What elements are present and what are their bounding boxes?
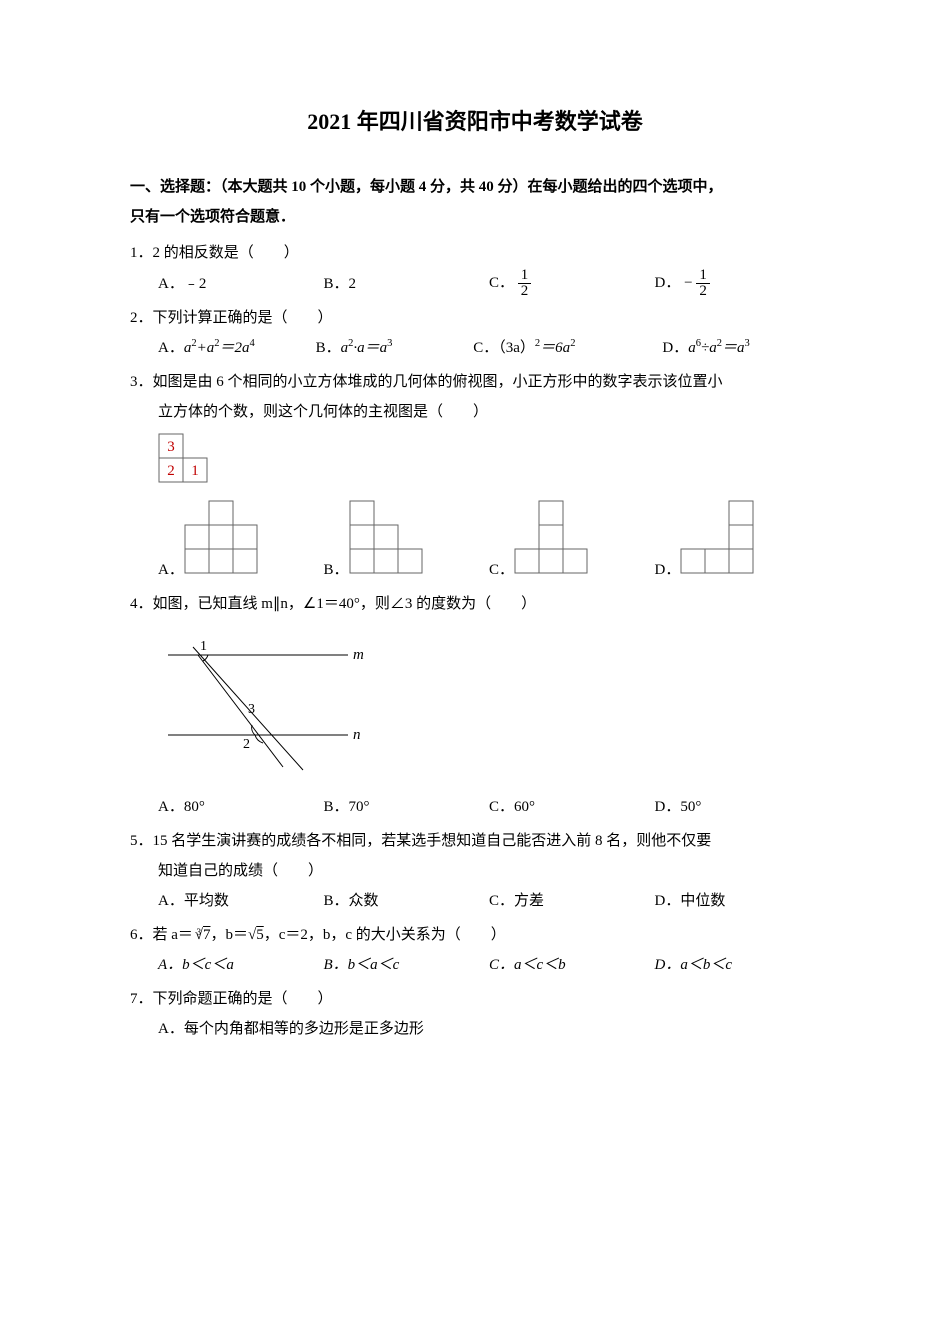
q3-opt-d-svg (680, 500, 754, 585)
q1-text: 1．2 的相反数是（ ） (130, 238, 820, 268)
q6-options: A．b＜c＜a B．b＜a＜c C．a＜c＜b D．a＜b＜c (130, 950, 820, 980)
q3-top-diagram: 3 2 1 (130, 433, 820, 494)
q4-label-3: 3 (248, 702, 255, 717)
q1-option-a: A．﹣2 (158, 269, 324, 299)
question-5: 5．15 名学生演讲赛的成绩各不相同，若某选手想知道自己能否进入前 8 名，则他… (130, 826, 820, 916)
q3-cell-b: 2 (167, 463, 175, 479)
q4-text: 4．如图，已知直线 m∥n，∠1＝40°，则∠3 的度数为（ ） (130, 589, 820, 619)
q7-text: 7．下列命题正确的是（ ） (130, 984, 820, 1014)
q6-option-b: B．b＜a＜c (324, 950, 490, 980)
q6-option-d: D．a＜b＜c (655, 950, 821, 980)
q4-svg: 1 3 2 m n (158, 625, 378, 775)
q3-option-b: B． (324, 500, 490, 585)
page-title: 2021 年四川省资阳市中考数学试卷 (130, 100, 820, 144)
q3-options: A． B． C． D． (130, 500, 820, 585)
q1-c-den: 2 (518, 284, 532, 299)
section-1-header-line2: 只有一个选项符合题意． (130, 209, 295, 225)
q4-option-d: D．50° (655, 792, 821, 822)
q3-opt-a-svg (184, 500, 258, 585)
q3-top-svg: 3 2 1 (158, 433, 218, 483)
q2-option-d: D．a6÷a2＝a3 (662, 333, 820, 363)
q3-cell-c: 1 (191, 463, 199, 479)
q1-d-prefix: D． (655, 275, 681, 291)
q4-label-2: 2 (243, 737, 250, 752)
q6-option-a: A．b＜c＜a (158, 950, 324, 980)
q1-c-num: 1 (518, 268, 532, 284)
question-6: 6．若 a＝3√7，b＝√5，c＝2，b，c 的大小关系为（ ） A．b＜c＜a… (130, 920, 820, 980)
q1-d-num: 1 (696, 268, 710, 284)
q2-options: A．a2+a2＝2a4 B．a2·a＝a3 C．（3a）2＝6a2 D．a6÷a… (130, 333, 820, 363)
q5-text1: 5．15 名学生演讲赛的成绩各不相同，若某选手想知道自己能否进入前 8 名，则他… (130, 826, 820, 856)
q3-text1: 3．如图是由 6 个相同的小立方体堆成的几何体的俯视图，小正方形中的数字表示该位… (130, 367, 820, 397)
q2-option-b: B．a2·a＝a3 (316, 333, 474, 363)
q1-d-fraction: 1 2 (696, 268, 710, 299)
q6-text: 6．若 a＝3√7，b＝√5，c＝2，b，c 的大小关系为（ ） (130, 920, 820, 950)
question-4: 4．如图，已知直线 m∥n，∠1＝40°，则∠3 的度数为（ ） 1 3 2 m… (130, 589, 820, 822)
q3-opt-b-svg (349, 500, 423, 585)
q5-option-b: B．众数 (324, 886, 490, 916)
q1-c-fraction: 1 2 (518, 268, 532, 299)
q4-label-n: n (353, 727, 361, 743)
question-2: 2．下列计算正确的是（ ） A．a2+a2＝2a4 B．a2·a＝a3 C．（3… (130, 303, 820, 363)
q2-option-c: C．（3a）2＝6a2 (473, 333, 662, 363)
q3-option-c: C． (489, 500, 655, 585)
q1-c-prefix: C． (489, 275, 514, 291)
question-3: 3．如图是由 6 个相同的小立方体堆成的几何体的俯视图，小正方形中的数字表示该位… (130, 367, 820, 585)
question-7: 7．下列命题正确的是（ ） A．每个内角都相等的多边形是正多边形 (130, 984, 820, 1044)
q4-diagram: 1 3 2 m n (130, 625, 820, 786)
q5-text2: 知道自己的成绩（ ） (130, 856, 820, 886)
q1-option-b: B．2 (324, 269, 490, 299)
section-1-header: 一、选择题：（本大题共 10 个小题，每小题 4 分，共 40 分）在每小题给出… (130, 172, 820, 232)
q1-d-neg: − (684, 275, 692, 291)
q2-text: 2．下列计算正确的是（ ） (130, 303, 820, 333)
q3-text2: 立方体的个数，则这个几何体的主视图是（ ） (130, 397, 820, 427)
question-1: 1．2 的相反数是（ ） A．﹣2 B．2 C． 1 2 D． − 1 2 (130, 238, 820, 299)
q3-option-a: A． (158, 500, 324, 585)
q7-option-a: A．每个内角都相等的多边形是正多边形 (130, 1014, 820, 1044)
q5-options: A．平均数 B．众数 C．方差 D．中位数 (130, 886, 820, 916)
q4-options: A．80° B．70° C．60° D．50° (130, 792, 820, 822)
q2-option-a: A．a2+a2＝2a4 (158, 333, 316, 363)
q1-options: A．﹣2 B．2 C． 1 2 D． − 1 2 (130, 268, 820, 299)
q4-label-1: 1 (200, 639, 207, 654)
q3-opt-c-svg (514, 500, 588, 585)
q4-option-a: A．80° (158, 792, 324, 822)
q4-option-c: C．60° (489, 792, 655, 822)
q4-option-b: B．70° (324, 792, 490, 822)
section-1-header-line1: 一、选择题：（本大题共 10 个小题，每小题 4 分，共 40 分）在每小题给出… (130, 179, 723, 195)
q5-option-c: C．方差 (489, 886, 655, 916)
q1-option-d: D． − 1 2 (655, 268, 821, 299)
q4-label-m: m (353, 647, 364, 663)
q1-d-den: 2 (696, 284, 710, 299)
q6-option-c: C．a＜c＜b (489, 950, 655, 980)
q3-option-d: D． (655, 500, 821, 585)
q1-option-c: C． 1 2 (489, 268, 655, 299)
q5-option-a: A．平均数 (158, 886, 324, 916)
q3-cell-a: 3 (167, 439, 175, 455)
q5-option-d: D．中位数 (655, 886, 821, 916)
